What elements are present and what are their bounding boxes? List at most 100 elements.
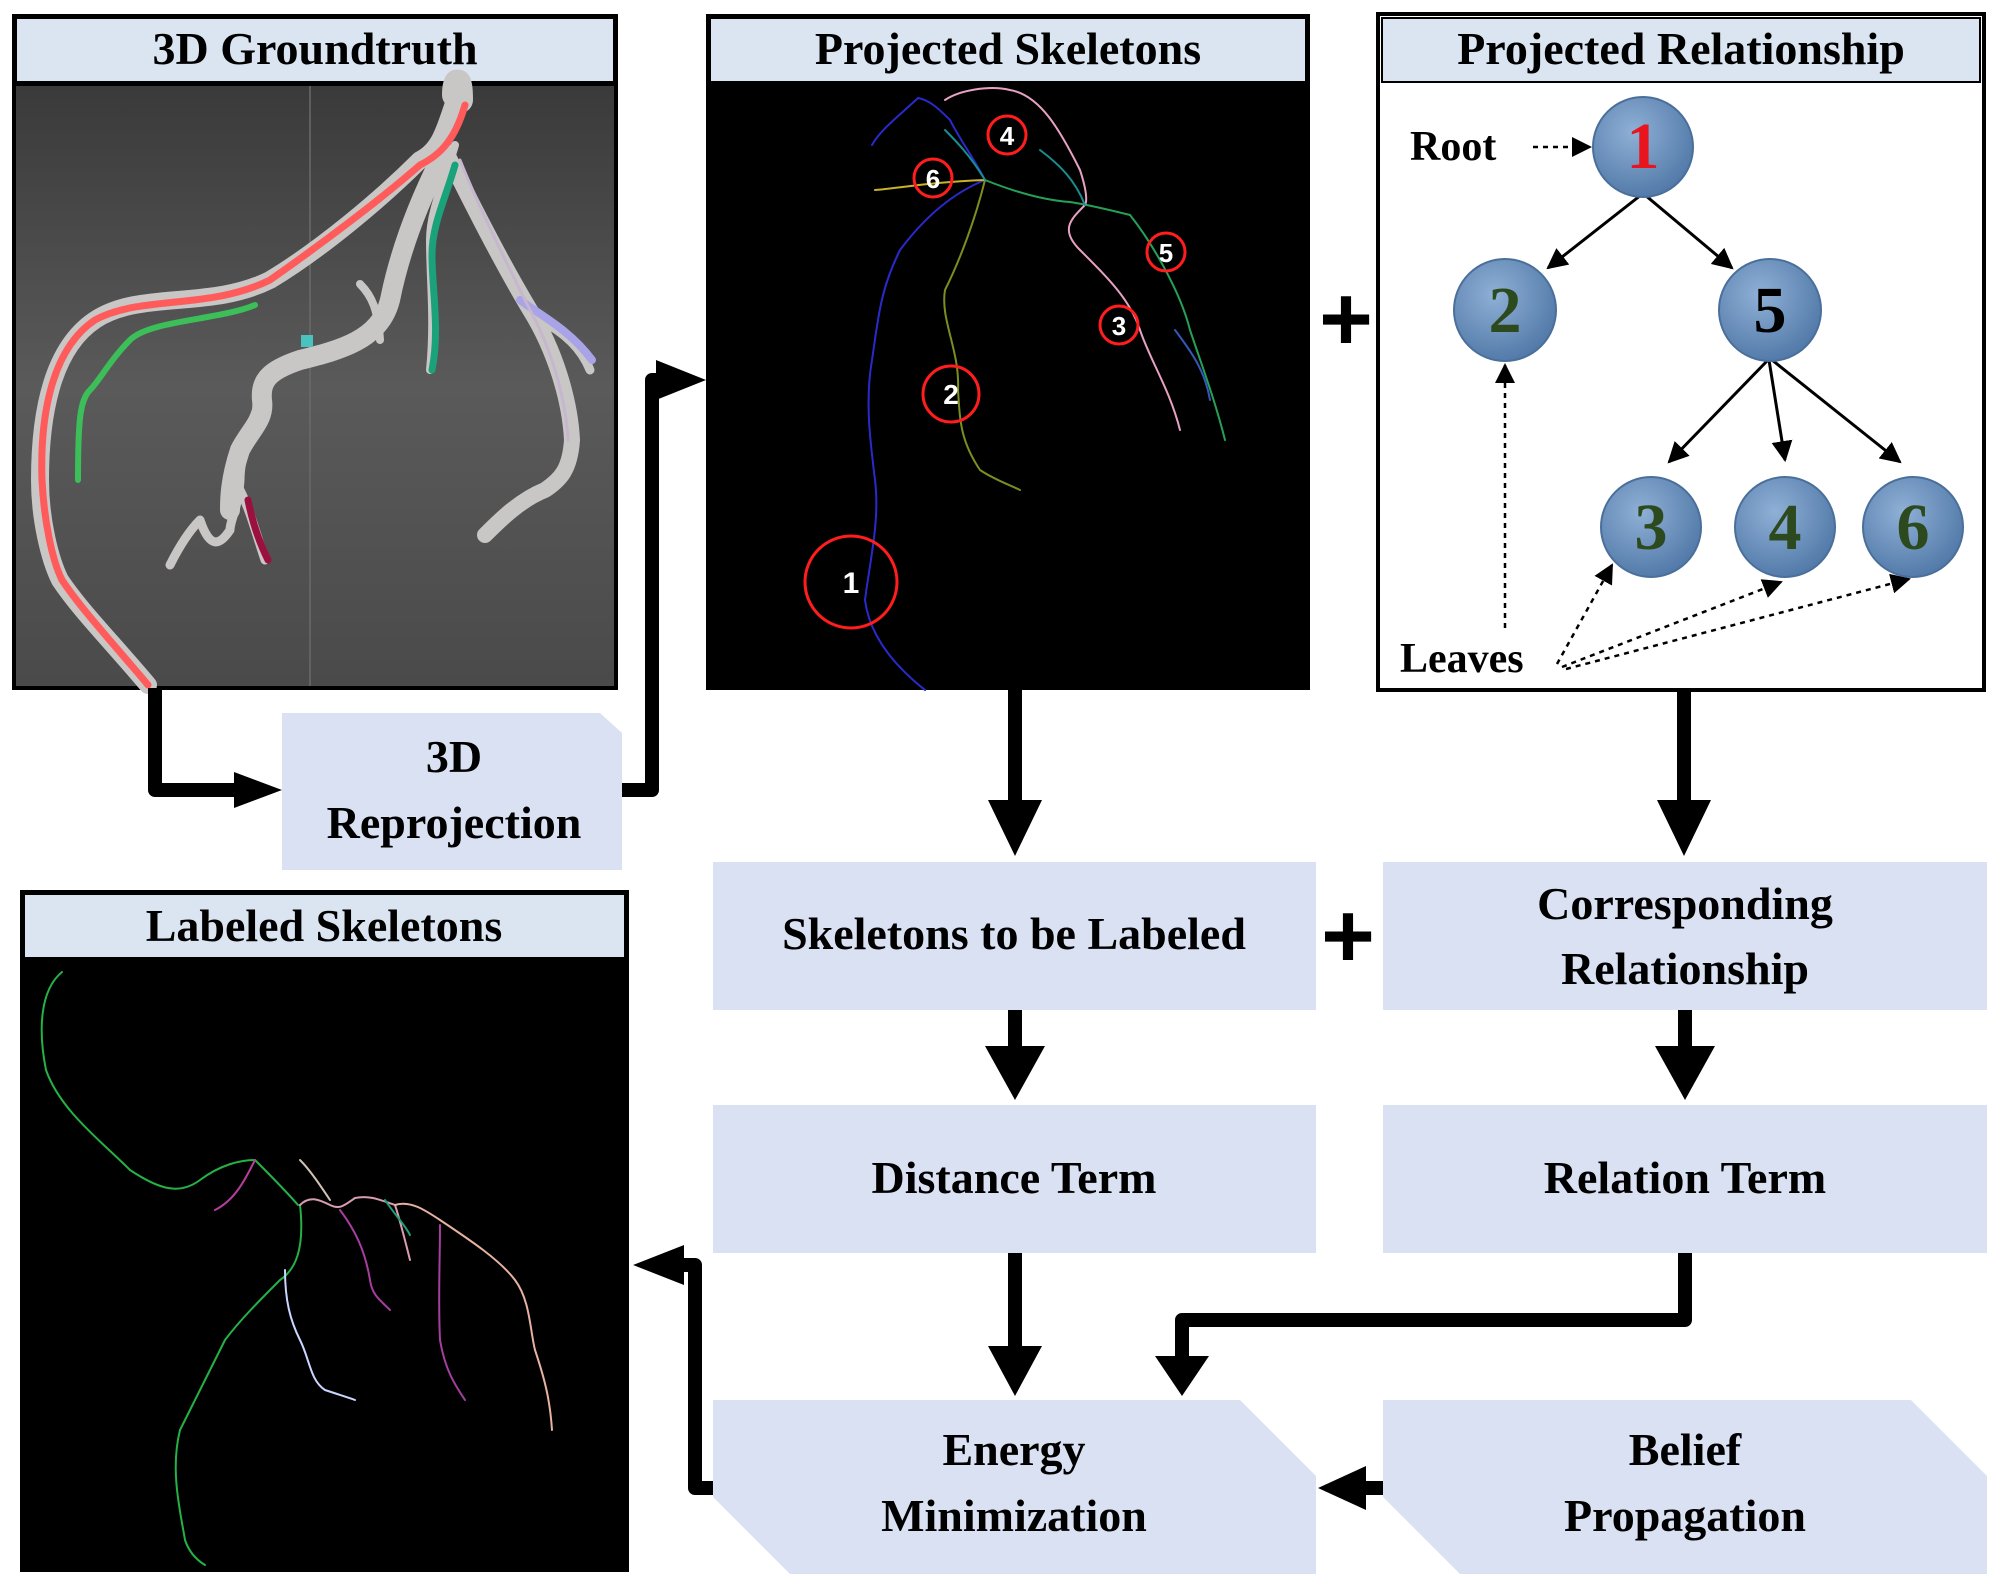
- groundtruth-title-bg: [15, 17, 615, 83]
- labeled-skeletons-title: Labeled Skeletons: [146, 900, 503, 951]
- labeled-skeletons-frame: [20, 890, 629, 1572]
- relation-term-box: Relation Term: [1383, 1105, 1987, 1253]
- arrowhead-left-2: [633, 1245, 684, 1285]
- marker-ring: [912, 157, 954, 199]
- distance-term-box: Distance Term: [713, 1105, 1316, 1253]
- marker-ring: [1098, 304, 1140, 346]
- crosshair-marker: [301, 335, 313, 347]
- arrow-relation-to-energy: [1175, 1253, 1692, 1360]
- arrowhead-right-1: [234, 772, 282, 808]
- marker-label: 3: [1112, 311, 1126, 341]
- distance-term-label: Distance Term: [872, 1152, 1157, 1203]
- arrowhead-down-5: [988, 1346, 1042, 1396]
- crimson-centerline: [244, 496, 272, 564]
- skeletons-to-label-box: Skeletons to be Labeled: [713, 862, 1316, 1010]
- arrowhead-down-2: [1657, 800, 1711, 856]
- groundtruth-panel: 3D Groundtruth: [12, 14, 618, 694]
- arrowhead-right-2: [656, 360, 706, 400]
- skeleton-marker-5: 5: [1145, 231, 1187, 273]
- labeled-skeleton-lines: [40, 971, 553, 1566]
- energy-minimization-box-bg: [713, 1400, 1316, 1574]
- centerlines-3d: [38, 101, 596, 689]
- skeleton-marker-1: 1: [803, 534, 899, 630]
- belief-propagation-box-bg: [1383, 1400, 1987, 1574]
- energy-minimization-box: Energy Minimization: [713, 1400, 1316, 1574]
- tree-node-2: 2: [1453, 258, 1557, 362]
- belief-propagation-box: Belief Propagation: [1383, 1400, 1987, 1574]
- tree-node-4: 4: [1734, 476, 1836, 578]
- marker-ring: [921, 364, 981, 424]
- plus-operator-top: +: [1319, 268, 1373, 370]
- arrowhead-down-6: [1155, 1356, 1209, 1396]
- labeled-skeletons-panel: Labeled Skeletons: [20, 890, 629, 1572]
- reprojection-box: 3D Reprojection: [282, 713, 622, 870]
- tree-node-circle: [1734, 476, 1836, 578]
- arrowhead-down-1: [988, 800, 1042, 856]
- marker-label: 5: [1159, 238, 1173, 268]
- energy-label-line1: Energy: [942, 1424, 1085, 1475]
- tree-node-label: 6: [1897, 491, 1930, 564]
- projected-skeleton-lines: [864, 87, 1226, 691]
- reprojection-box-bg: [282, 713, 622, 870]
- skeleton-marker-4: 4: [986, 114, 1028, 156]
- groundtruth-render: [16, 86, 614, 686]
- arrow-reprojection-to-skeletons: [622, 373, 660, 797]
- projected-skeletons-title: Projected Skeletons: [815, 23, 1201, 74]
- arrowhead-down-3: [985, 1046, 1045, 1100]
- arrow-heads: [234, 360, 1715, 1510]
- edge-5-6: [1771, 358, 1902, 464]
- edge-1-5: [1644, 193, 1734, 270]
- edge-5-3: [1667, 358, 1770, 464]
- tree-node-circle: [1453, 258, 1557, 362]
- operators: + +: [1319, 268, 1375, 987]
- marker-ring: [986, 114, 1028, 156]
- distance-term-box-bg: [713, 1105, 1316, 1253]
- tree-node-circle: [1600, 476, 1702, 578]
- tree-node-circle: [1862, 476, 1964, 578]
- red-centerline: [38, 101, 469, 689]
- leaf-pointer-3: [1555, 563, 1614, 665]
- skeleton-marker-3: 3: [1098, 304, 1140, 346]
- relation-term-box-bg: [1383, 1105, 1987, 1253]
- tree-edges: [1546, 193, 1902, 464]
- energy-label-line2: Minimization: [881, 1490, 1147, 1541]
- root-label: Root: [1410, 124, 1496, 170]
- green-centerline: [75, 302, 258, 483]
- marker-ring: [1145, 231, 1187, 273]
- tree-node-label: 5: [1754, 274, 1787, 347]
- projected-relationship-panel: Projected Relationship Root Leaves 1 2: [1376, 12, 1986, 692]
- corresponding-box-bg: [1383, 862, 1987, 1010]
- reprojection-label-line2: Reprojection: [327, 797, 582, 848]
- tree-node-label: 1: [1627, 110, 1660, 183]
- corresponding-box: Corresponding Relationship: [1383, 862, 1987, 1010]
- tree-node-label: 4: [1769, 491, 1802, 564]
- arrowhead-left-1: [1318, 1466, 1366, 1510]
- projected-skeletons-title-bg: [709, 17, 1307, 83]
- tree-annotation-arrows: [1495, 137, 1911, 671]
- projected-relationship-title-bg: [1381, 17, 1981, 83]
- tree-node-5: 5: [1718, 258, 1822, 362]
- groundtruth-title: 3D Groundtruth: [152, 23, 477, 74]
- tree-node-1: 1: [1592, 96, 1694, 198]
- arrowhead-down-4: [1655, 1046, 1715, 1100]
- tree-node-3: 3: [1600, 476, 1702, 578]
- skeletons-to-label-label: Skeletons to be Labeled: [782, 908, 1246, 959]
- skeleton-marker-2: 2: [921, 364, 981, 424]
- corresponding-label-line2: Relationship: [1561, 943, 1809, 994]
- edge-1-2: [1546, 193, 1642, 270]
- marker-label: 2: [943, 379, 959, 410]
- projected-relationship-title: Projected Relationship: [1457, 23, 1905, 74]
- edge-5-4: [1767, 359, 1793, 463]
- teal-centerline: [428, 161, 459, 374]
- marker-ring: [803, 534, 899, 630]
- plus-operator-middle: +: [1321, 885, 1375, 987]
- reprojection-label-line1: 3D: [426, 731, 482, 782]
- tree-node-circle: [1592, 96, 1694, 198]
- tree-node-circle: [1718, 258, 1822, 362]
- tree-node-label: 2: [1489, 274, 1522, 347]
- leaves-label: Leaves: [1400, 636, 1524, 682]
- marker-label: 6: [926, 164, 940, 194]
- tree-node-6: 6: [1862, 476, 1964, 578]
- arrow-gt-to-reprojection: [148, 688, 238, 797]
- skeleton-markers: 1 2 3 4 5 6: [803, 114, 1187, 630]
